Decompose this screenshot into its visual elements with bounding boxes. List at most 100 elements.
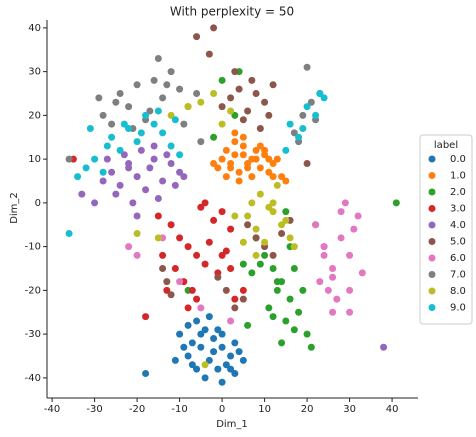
point <box>218 155 226 163</box>
point <box>256 260 264 268</box>
point <box>286 120 294 128</box>
point <box>299 286 307 294</box>
point <box>205 313 213 321</box>
legend-title: label <box>434 140 458 151</box>
legend-marker <box>428 221 436 229</box>
point <box>171 181 179 189</box>
point <box>312 111 320 119</box>
point <box>188 339 196 347</box>
point <box>329 273 337 281</box>
point <box>218 378 226 386</box>
point <box>137 129 145 137</box>
point <box>239 260 247 268</box>
point <box>303 103 311 111</box>
point <box>184 103 192 111</box>
point <box>227 225 235 233</box>
point <box>171 116 179 124</box>
point <box>184 352 192 360</box>
point <box>218 76 226 84</box>
point <box>167 221 175 229</box>
point <box>244 164 252 172</box>
point <box>278 339 286 347</box>
point <box>290 265 298 272</box>
point <box>222 286 230 294</box>
legend-label: 2.0 <box>450 187 466 198</box>
legend-marker <box>428 304 436 311</box>
point <box>222 173 230 181</box>
point <box>167 160 175 167</box>
point <box>159 94 167 102</box>
point <box>265 203 273 211</box>
point <box>231 212 239 220</box>
point <box>392 199 400 207</box>
point <box>201 361 209 369</box>
y-tick-label: 20 <box>28 110 41 121</box>
point <box>210 348 218 356</box>
point <box>146 107 154 115</box>
point <box>74 173 82 181</box>
point <box>205 356 213 364</box>
x-tick-label: 10 <box>258 404 271 415</box>
legend-marker <box>428 254 436 262</box>
point <box>201 374 209 382</box>
x-tick-label: 20 <box>301 404 314 415</box>
point <box>307 98 315 106</box>
point <box>252 90 260 97</box>
legend-label: 4.0 <box>450 220 466 231</box>
point <box>244 212 252 220</box>
point <box>197 203 205 211</box>
point <box>256 125 264 132</box>
point <box>197 304 205 312</box>
point <box>269 313 277 321</box>
point <box>248 199 256 207</box>
legend-label: 8.0 <box>450 286 466 297</box>
point <box>163 81 171 89</box>
point <box>159 265 167 272</box>
point <box>227 265 235 272</box>
point <box>197 98 205 106</box>
point <box>193 317 201 325</box>
point <box>278 173 286 181</box>
point <box>142 186 150 194</box>
point <box>244 321 252 329</box>
point <box>316 90 324 97</box>
point <box>167 142 175 150</box>
point <box>99 111 107 119</box>
point <box>244 107 252 115</box>
point <box>125 160 133 167</box>
point <box>116 90 124 97</box>
point <box>193 251 201 259</box>
point <box>193 33 201 41</box>
chart-title: With perplexity = 50 <box>170 5 294 19</box>
point <box>239 238 247 246</box>
point <box>154 212 162 220</box>
point <box>295 308 303 316</box>
point <box>167 68 175 76</box>
point <box>231 68 239 76</box>
point <box>227 94 235 102</box>
point <box>133 81 141 89</box>
point <box>231 370 239 377</box>
point <box>176 234 184 242</box>
y-axis-label: Dim_2 <box>9 192 20 224</box>
point <box>350 225 358 233</box>
point <box>146 164 154 172</box>
point <box>248 76 256 84</box>
point <box>159 177 167 185</box>
legend-label: 0.0 <box>450 154 466 165</box>
point <box>261 146 269 154</box>
point <box>265 155 273 163</box>
x-tick-label: 0 <box>219 404 225 415</box>
point <box>278 221 286 229</box>
point <box>235 168 243 176</box>
x-tick-label: -40 <box>44 404 60 415</box>
point <box>295 133 303 141</box>
point <box>180 173 188 181</box>
point <box>346 251 354 259</box>
point <box>227 317 235 325</box>
point <box>133 138 141 146</box>
point <box>154 195 162 202</box>
point <box>256 142 264 150</box>
point <box>324 286 332 294</box>
